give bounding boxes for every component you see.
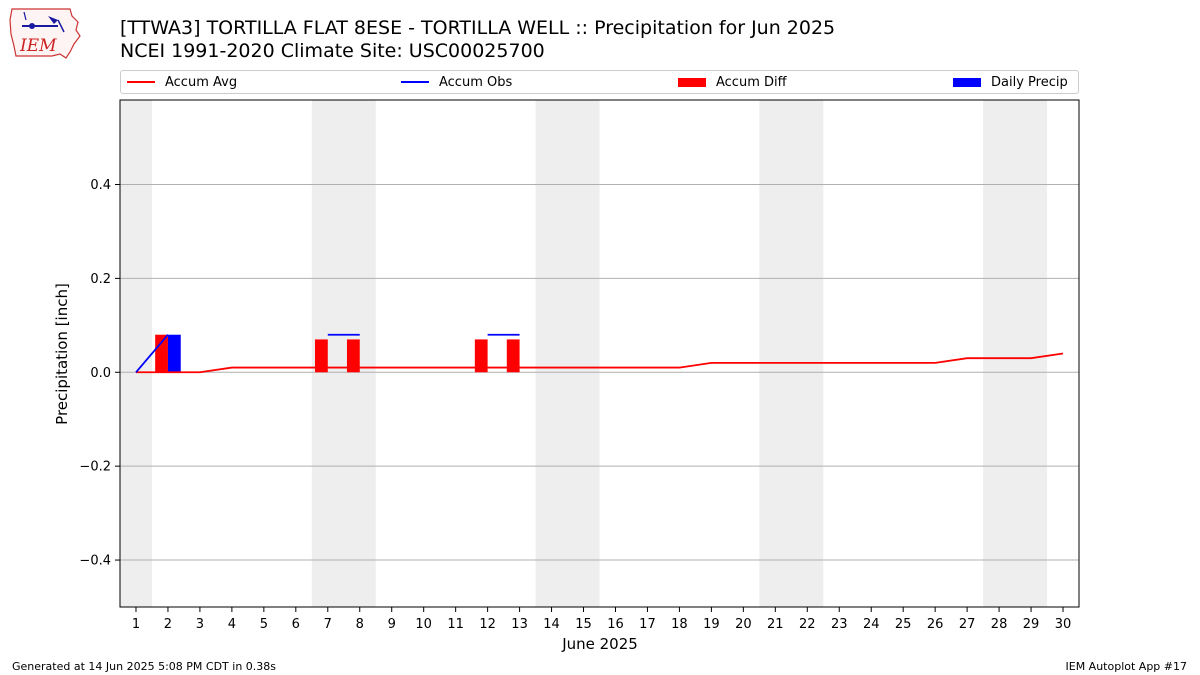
footer-app-text: IEM Autoplot App #17 (1065, 660, 1188, 673)
x-tick-label-18: 18 (671, 617, 688, 632)
x-tick-label-16: 16 (607, 617, 624, 632)
accum-diff-bar-day-13 (506, 339, 520, 373)
legend-item-daily-precip: Daily Precip (953, 71, 1068, 93)
weekend-band-4 (983, 100, 1048, 607)
x-tick-label-24: 24 (863, 617, 880, 632)
legend-swatch-daily-precip (953, 77, 981, 87)
x-tick-label-30: 30 (1055, 617, 1072, 632)
x-tick-label-14: 14 (543, 617, 560, 632)
legend-label: Daily Precip (991, 74, 1068, 90)
legend-swatch-accum-obs (401, 81, 429, 83)
x-tick-label-6: 6 (292, 617, 300, 632)
x-tick-label-3: 3 (196, 617, 204, 632)
weekend-shading (120, 100, 1048, 607)
x-tick-label-11: 11 (447, 617, 464, 632)
legend-label: Accum Avg (165, 74, 238, 90)
legend-item-accum-obs: Accum Obs (401, 71, 512, 93)
x-tick-label-7: 7 (324, 617, 332, 632)
x-tick-label-28: 28 (991, 617, 1008, 632)
y-tick-label-3: 0.2 (90, 272, 111, 287)
x-tick-label-20: 20 (735, 617, 752, 632)
x-tick-label-22: 22 (799, 617, 816, 632)
iem-logo: IEM (8, 6, 82, 60)
plot-frame (119, 99, 1080, 608)
weekend-band-2 (535, 100, 600, 607)
x-tick-label-17: 17 (639, 617, 656, 632)
legend-label: Accum Obs (439, 74, 513, 90)
y-tick-label-1: −0.2 (79, 460, 111, 475)
y-tick-label-4: 0.4 (90, 178, 111, 193)
legend-swatch-accum-avg (127, 81, 155, 83)
accum-diff-bar-day-8 (346, 339, 360, 373)
accum-obs-line-segment-0 (135, 334, 169, 373)
y-tick-label-2: 0.0 (90, 366, 111, 381)
x-tick-label-10: 10 (415, 617, 432, 632)
x-tick-label-27: 27 (959, 617, 976, 632)
x-axis-label: June 2025 (561, 635, 638, 653)
footer-generated-text: Generated at 14 Jun 2025 5:08 PM CDT in … (12, 660, 277, 673)
legend-item-accum-avg: Accum Avg (127, 71, 237, 93)
x-tick-label-26: 26 (927, 617, 944, 632)
daily-precip-bar-day-2 (167, 334, 181, 373)
grid-lines (120, 184, 1079, 561)
chart-title: [TTWA3] TORTILLA FLAT 8ESE - TORTILLA WE… (120, 17, 836, 39)
x-tick-label-15: 15 (575, 617, 592, 632)
chart-subtitle: NCEI 1991-2020 Climate Site: USC00025700 (120, 40, 545, 62)
x-tick-label-12: 12 (479, 617, 496, 632)
x-tick-label-13: 13 (511, 617, 528, 632)
x-tick-label-29: 29 (1023, 617, 1040, 632)
legend-item-accum-diff: Accum Diff (678, 71, 787, 93)
bars (155, 334, 520, 373)
weekend-band-3 (759, 100, 824, 607)
x-tick-label-2: 2 (164, 617, 172, 632)
legend-swatch-accum-diff (678, 77, 706, 87)
y-axis: −0.4 −0.2 0.0 0.2 0.4 (79, 178, 120, 569)
legend-label: Accum Diff (716, 74, 787, 90)
y-axis-label: Precipitation [inch] (53, 283, 71, 425)
accum-diff-bar-day-12 (474, 339, 488, 373)
x-tick-label-4: 4 (228, 617, 236, 632)
x-tick-label-8: 8 (356, 617, 364, 632)
legend: Accum Avg Accum Obs Accum Diff Daily Pre… (120, 70, 1079, 94)
y-tick-label-0: −0.4 (79, 554, 111, 569)
accum-diff-bar-day-2 (155, 334, 168, 373)
x-tick-label-19: 19 (703, 617, 720, 632)
x-tick-label-1: 1 (132, 617, 140, 632)
x-tick-label-5: 5 (260, 617, 268, 632)
x-tick-label-21: 21 (767, 617, 784, 632)
x-tick-label-9: 9 (388, 617, 396, 632)
logo-text: IEM (19, 36, 57, 56)
accum-avg-line (135, 352, 1064, 374)
series-lines (135, 333, 1064, 374)
weekend-band-0 (120, 100, 152, 607)
x-tick-label-23: 23 (831, 617, 848, 632)
accum-diff-bar-day-7 (314, 339, 328, 373)
x-axis: 1 2 3 4 5 6 7 8 9 10 11 12 13 14 15 16 17 18 19 20 21 22 23 24 2… (132, 607, 1071, 632)
x-tick-label-25: 25 (895, 617, 912, 632)
